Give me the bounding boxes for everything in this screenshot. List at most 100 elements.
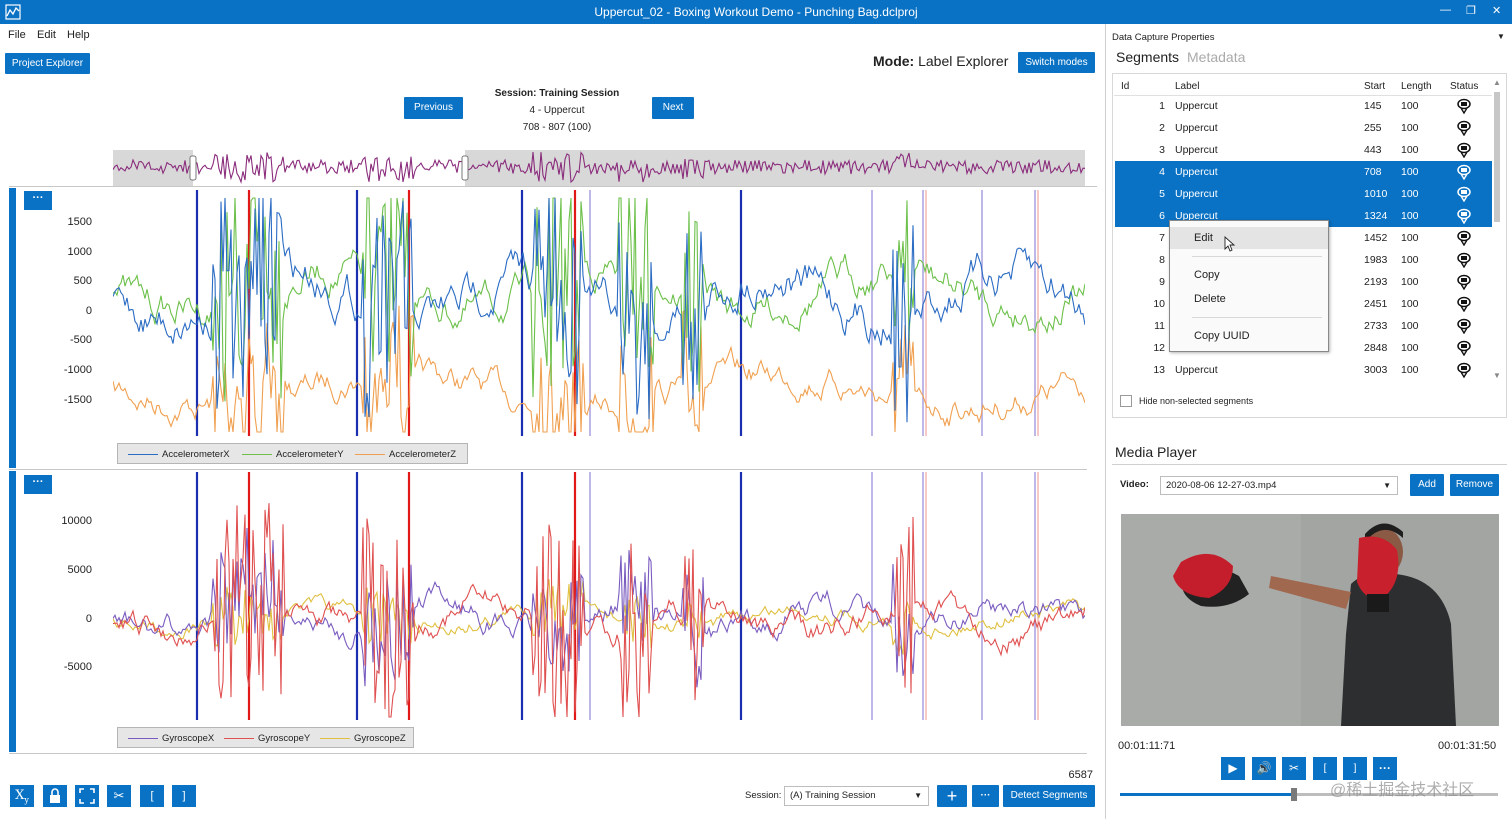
scroll-down-icon[interactable]: ▼ — [1493, 371, 1501, 380]
segment-row[interactable]: 9 2193 100 — [1115, 271, 1492, 293]
segment-id: 12 — [1153, 342, 1165, 354]
y-tick-label: 5000 — [67, 563, 92, 576]
overview-timeline[interactable] — [113, 150, 1085, 186]
scroll-up-icon[interactable]: ▲ — [1493, 78, 1501, 87]
switch-modes-button[interactable]: Switch modes — [1018, 52, 1095, 73]
add-icon[interactable]: + — [937, 785, 967, 807]
divider — [9, 753, 1087, 754]
video-seek-bar[interactable] — [1120, 788, 1498, 801]
legend-label: GyroscopeX — [162, 733, 215, 744]
hide-non-selected-checkbox[interactable] — [1120, 395, 1132, 407]
video-frame[interactable] — [1121, 514, 1499, 726]
series-line — [113, 503, 1085, 718]
accel-chart[interactable] — [113, 190, 1085, 440]
session-name: Session: Training Session — [494, 88, 620, 99]
project-explorer-button[interactable]: Project Explorer — [5, 53, 90, 74]
collapse-arrow-icon[interactable]: ▼ — [1497, 32, 1505, 41]
segment-label: Uppercut — [1175, 144, 1218, 156]
scissors-icon[interactable]: ✂ — [107, 785, 131, 807]
segment-id: 8 — [1159, 254, 1165, 266]
segment-id: 1 — [1159, 100, 1165, 112]
segment-row[interactable]: 4 Uppercut 708 100 — [1115, 161, 1492, 183]
previous-button[interactable]: Previous — [404, 97, 463, 119]
context-menu-copy[interactable]: Copy — [1194, 269, 1220, 281]
bracket-left-icon[interactable]: [ — [140, 785, 164, 807]
segment-row[interactable]: 8 1983 100 — [1115, 249, 1492, 271]
bracket-left-icon[interactable]: [ — [1313, 757, 1337, 780]
add-video-button[interactable]: Add — [1410, 474, 1444, 496]
segment-row[interactable]: 13 Uppercut 3003 100 — [1115, 359, 1492, 381]
segment-start: 3003 — [1364, 364, 1388, 376]
status-icon — [1456, 208, 1472, 227]
media-player-title: Media Player — [1115, 444, 1197, 460]
fit-icon[interactable] — [75, 785, 99, 807]
segment-row[interactable]: 10 2451 100 — [1115, 293, 1492, 315]
legend-swatch — [128, 737, 158, 739]
legend-item: AccelerometerZ — [355, 449, 456, 460]
col-status[interactable]: Status — [1450, 81, 1479, 92]
overview-window — [193, 150, 465, 186]
bracket-right-icon[interactable]: ] — [172, 785, 196, 807]
col-length[interactable]: Length — [1401, 81, 1432, 92]
seek-handle[interactable] — [1290, 788, 1297, 801]
gyro-options-button[interactable]: ··· — [24, 475, 52, 494]
gyro-chart[interactable] — [113, 472, 1085, 722]
menu-edit[interactable]: Edit — [37, 29, 56, 41]
next-button[interactable]: Next — [652, 97, 694, 119]
mode-prefix: Mode: — [873, 53, 915, 69]
accel-options-button[interactable]: ··· — [24, 191, 52, 210]
overview-handle[interactable] — [189, 155, 197, 181]
segment-start: 2193 — [1364, 276, 1388, 288]
menu-help[interactable]: Help — [67, 29, 90, 41]
scrollbar-thumb[interactable] — [1494, 92, 1500, 222]
restore-icon[interactable]: ❐ — [1466, 5, 1476, 17]
col-start[interactable]: Start — [1364, 81, 1386, 92]
table-scrollbar[interactable] — [1493, 82, 1501, 382]
col-id[interactable]: Id — [1121, 81, 1130, 92]
scissors-icon[interactable]: ✂ — [1282, 757, 1306, 780]
xy-icon[interactable]: Xy — [10, 785, 34, 807]
segment-label: Uppercut — [1175, 122, 1218, 134]
y-tick-label: -1500 — [63, 393, 92, 406]
title-bar: Uppercut_02 - Boxing Workout Demo - Punc… — [0, 0, 1512, 24]
legend-swatch — [242, 453, 272, 455]
segment-row[interactable]: 12 2848 100 — [1115, 337, 1492, 359]
divider — [1112, 464, 1507, 465]
time-current: 00:01:11:71 — [1118, 740, 1176, 752]
menu-file[interactable]: File — [8, 29, 26, 41]
more-options-icon[interactable]: ··· — [972, 785, 999, 807]
tab-segments[interactable]: Segments — [1116, 49, 1180, 65]
play-icon[interactable]: ▶ — [1221, 757, 1245, 780]
minimize-icon[interactable]: — — [1440, 4, 1451, 16]
segment-row[interactable]: 2 Uppercut 255 100 — [1115, 117, 1492, 139]
hide-non-selected-label: Hide non-selected segments — [1139, 396, 1254, 406]
close-icon[interactable]: ✕ — [1492, 5, 1502, 17]
overview-handle[interactable] — [461, 155, 469, 181]
context-menu-edit[interactable]: Edit — [1170, 227, 1328, 249]
segment-row[interactable]: 5 Uppercut 1010 100 — [1115, 183, 1492, 205]
legend-item: GyroscopeZ — [320, 733, 406, 744]
y-tick-label: -5000 — [63, 661, 92, 674]
legend-swatch — [128, 453, 158, 455]
divider — [9, 469, 1087, 470]
session-select[interactable]: (A) Training Session ▼ — [784, 786, 929, 806]
lock-icon[interactable] — [43, 785, 67, 807]
segment-row[interactable]: 11 2733 100 — [1115, 315, 1492, 337]
tab-metadata[interactable]: Metadata — [1187, 49, 1246, 65]
context-menu-delete[interactable]: Delete — [1194, 293, 1226, 305]
video-select[interactable]: 2020-08-06 12-27-03.mp4 ▼ — [1160, 476, 1398, 495]
context-menu-copy-uuid[interactable]: Copy UUID — [1194, 330, 1250, 342]
detect-segments-button[interactable]: Detect Segments — [1003, 785, 1095, 807]
series-line — [113, 197, 1085, 423]
segment-row[interactable]: 3 Uppercut 443 100 — [1115, 139, 1492, 161]
volume-icon[interactable]: 🔊 — [1252, 757, 1276, 780]
segment-row[interactable]: 7 1452 100 — [1115, 227, 1492, 249]
session-label: Session: — [745, 790, 782, 801]
bracket-right-icon[interactable]: ] — [1343, 757, 1367, 780]
more-options-icon[interactable]: ··· — [1373, 757, 1397, 780]
col-label[interactable]: Label — [1175, 81, 1200, 92]
header-divider — [1114, 95, 1492, 96]
segment-row[interactable]: 1 Uppercut 145 100 — [1115, 95, 1492, 117]
remove-video-button[interactable]: Remove — [1450, 474, 1499, 496]
